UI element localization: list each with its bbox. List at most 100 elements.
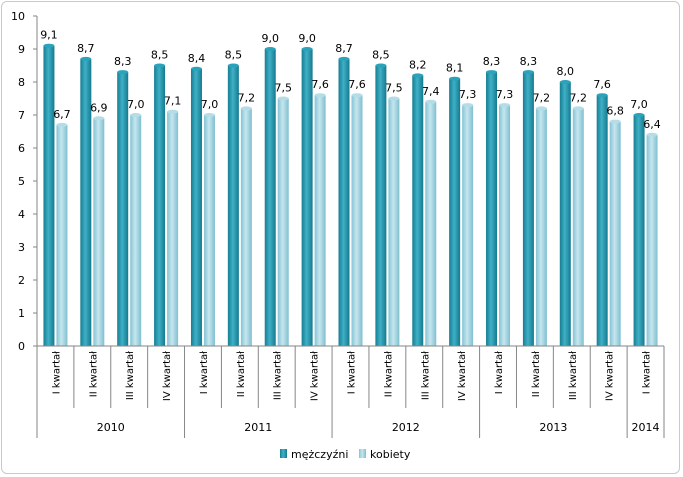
bar-cap bbox=[43, 43, 55, 48]
data-label: 8,5 bbox=[372, 49, 390, 62]
y-tick-label: 3 bbox=[18, 241, 25, 254]
bar-cap bbox=[80, 56, 92, 61]
category-label: II kwartał bbox=[531, 351, 542, 397]
bar-men bbox=[80, 58, 92, 347]
data-label: 8,5 bbox=[151, 49, 169, 62]
bar-women bbox=[314, 95, 326, 346]
data-label: 7,2 bbox=[238, 91, 256, 104]
legend: mężczyźni kobiety bbox=[280, 448, 411, 461]
bar-men bbox=[117, 72, 129, 346]
category-label: I kwartał bbox=[642, 351, 653, 394]
data-label: 7,4 bbox=[422, 85, 440, 98]
bar-cap bbox=[56, 122, 68, 127]
data-label: 7,2 bbox=[533, 91, 551, 104]
bar-women bbox=[56, 124, 68, 347]
category-label: IV kwartał bbox=[310, 351, 321, 401]
bar-cap bbox=[486, 70, 498, 75]
bar-men bbox=[338, 58, 350, 347]
data-label: 7,0 bbox=[630, 98, 648, 111]
bar-women bbox=[93, 118, 105, 346]
category-label: I kwartał bbox=[51, 351, 62, 394]
bar-men bbox=[559, 82, 571, 346]
y-tick-label: 8 bbox=[18, 76, 25, 89]
bar-cap bbox=[633, 113, 645, 117]
bar-women bbox=[203, 115, 215, 346]
data-label: 7,0 bbox=[201, 98, 219, 111]
bar-cap bbox=[609, 119, 621, 124]
bar-cap bbox=[412, 73, 424, 78]
bar-cap bbox=[167, 109, 179, 114]
legend-label: kobiety bbox=[370, 448, 411, 461]
y-tick-label: 9 bbox=[18, 43, 25, 56]
data-label: 7,6 bbox=[348, 78, 366, 91]
bar-women bbox=[240, 108, 252, 347]
bar-cap bbox=[190, 66, 202, 71]
bar-women bbox=[535, 108, 547, 347]
data-label: 9,1 bbox=[40, 29, 58, 42]
legend-label: mężczyźni bbox=[291, 448, 348, 461]
y-tick-label: 0 bbox=[18, 340, 25, 353]
y-tick-label: 4 bbox=[18, 208, 25, 221]
category-label: I kwartał bbox=[199, 351, 210, 394]
bar-cap bbox=[646, 132, 658, 137]
data-label: 7,3 bbox=[459, 88, 477, 101]
bar-women bbox=[646, 134, 658, 346]
bar-women bbox=[277, 98, 289, 346]
legend-swatch bbox=[359, 449, 366, 458]
data-label: 8,3 bbox=[520, 55, 538, 68]
bar-cap bbox=[314, 93, 326, 98]
bar-cap bbox=[559, 80, 571, 84]
data-label: 8,5 bbox=[225, 49, 243, 62]
bar-cap bbox=[522, 70, 534, 75]
bar-men bbox=[301, 49, 313, 346]
y-tick-label: 10 bbox=[11, 10, 25, 23]
bar-cap bbox=[388, 96, 400, 101]
category-label: III kwartał bbox=[125, 351, 136, 400]
data-label: 6,8 bbox=[606, 105, 624, 118]
bar-cap bbox=[425, 99, 437, 104]
bar-cap bbox=[227, 63, 239, 68]
bar-men bbox=[190, 68, 202, 347]
bar-men bbox=[43, 45, 55, 346]
year-label: 2013 bbox=[539, 421, 567, 434]
data-label: 7,1 bbox=[164, 95, 182, 108]
bar-cap bbox=[535, 106, 547, 111]
bar-men bbox=[486, 72, 498, 346]
legend-swatch bbox=[280, 449, 287, 458]
bar-men bbox=[227, 65, 239, 346]
year-label: 2012 bbox=[392, 421, 420, 434]
bar-men bbox=[449, 78, 461, 346]
year-label: 2010 bbox=[97, 421, 125, 434]
data-label: 7,5 bbox=[274, 82, 292, 95]
bar-cap bbox=[240, 106, 252, 111]
bar-women bbox=[425, 101, 437, 346]
data-label: 8,3 bbox=[483, 55, 501, 68]
bar-women bbox=[499, 105, 511, 346]
bar-men bbox=[522, 72, 534, 346]
bar-cap bbox=[449, 76, 461, 81]
data-label: 7,3 bbox=[496, 88, 514, 101]
y-tick-label: 2 bbox=[18, 274, 25, 287]
y-tick-label: 1 bbox=[18, 307, 25, 320]
data-label: 8,1 bbox=[446, 62, 464, 75]
data-label: 6,9 bbox=[90, 101, 108, 114]
bar-cap bbox=[596, 93, 608, 98]
bar-women bbox=[351, 95, 363, 346]
y-axis: 0 1 2 3 4 5 6 7 8 9 10 bbox=[11, 10, 38, 353]
bar-men bbox=[633, 115, 645, 346]
data-label: 7,5 bbox=[385, 82, 403, 95]
bar-men bbox=[596, 95, 608, 346]
bars: 9,1 8,7 8,3 8,5 8,4 8,5 9,0 9,0 8,7 8,5 8,2 8,1 8,3 8… bbox=[40, 29, 661, 347]
data-label: 6,7 bbox=[53, 108, 71, 121]
bar-cap bbox=[93, 116, 105, 121]
bar-men bbox=[412, 75, 424, 347]
y-tick-label: 5 bbox=[18, 175, 25, 188]
category-label: IV kwartał bbox=[605, 351, 616, 401]
category-label: I kwartał bbox=[347, 351, 358, 394]
data-label: 6,4 bbox=[643, 118, 661, 131]
bar-women bbox=[388, 98, 400, 346]
category-label: II kwartał bbox=[383, 351, 394, 397]
bar-women bbox=[462, 105, 474, 346]
category-label: IV kwartał bbox=[457, 351, 468, 401]
